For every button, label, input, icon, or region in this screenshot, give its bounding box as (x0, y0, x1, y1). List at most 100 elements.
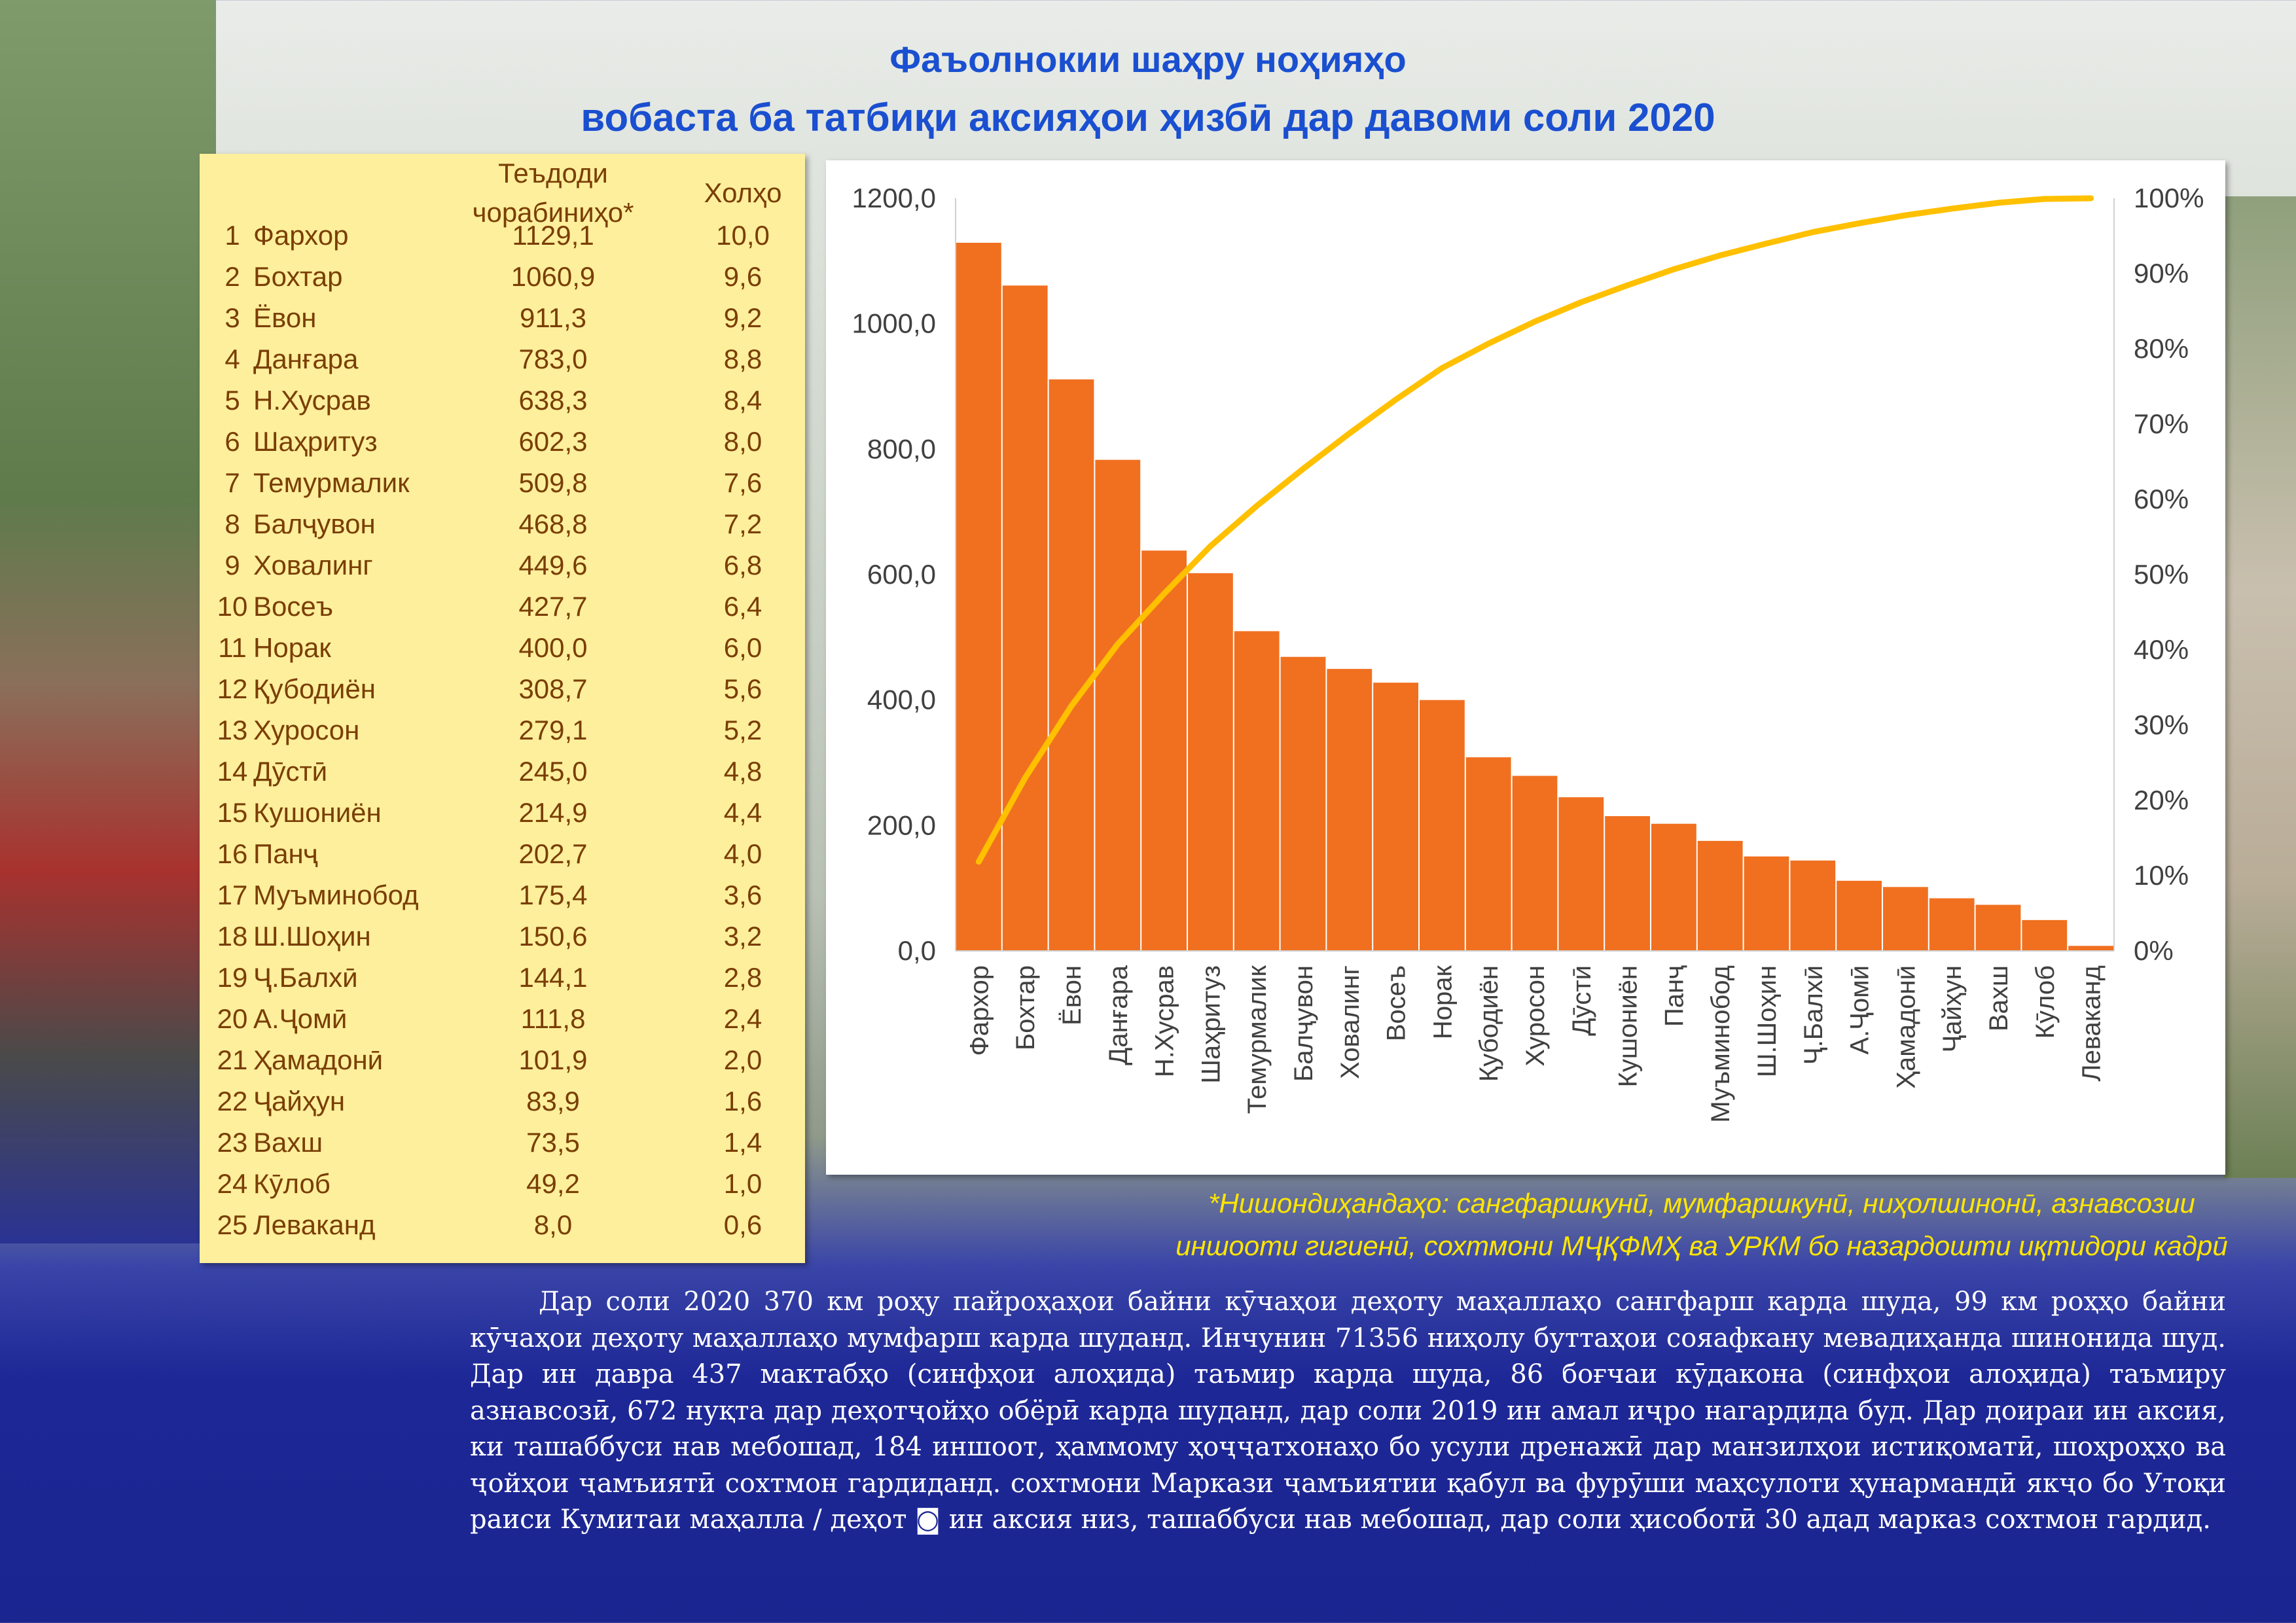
row-points: 4,4 (723, 797, 762, 828)
row-points: 6,8 (723, 550, 762, 580)
background-photo-right (2224, 196, 2296, 1178)
bar (1465, 757, 1511, 951)
table-row: 8 Балҷувон 468,8 7,2 (200, 503, 805, 544)
row-name: Кӯлоб (253, 1168, 331, 1199)
x-tick-label: А.Ҷомӣ (1846, 965, 1874, 1055)
bar (1234, 631, 1280, 951)
row-value: 1060,9 (511, 261, 596, 292)
x-tick-label: Бохтар (1011, 965, 1040, 1050)
row-name: Хуросон (253, 715, 360, 745)
row-points: 9,2 (723, 302, 762, 333)
x-tick-label: Ховалинг (1336, 965, 1365, 1079)
table-row: 7 Темурмалик 509,8 7,6 (200, 462, 805, 503)
bar (1141, 550, 1187, 951)
y-tick-label: 0,0 (898, 935, 936, 966)
row-number: 13 (217, 715, 248, 745)
row-points: 2,8 (723, 962, 762, 993)
table-row: 14 Дӯстӣ 245,0 4,8 (200, 751, 805, 792)
y2-tick-label: 60% (2134, 484, 2189, 514)
row-name: Ш.Шоҳин (253, 921, 371, 952)
row-points: 6,0 (723, 632, 762, 663)
row-value: 427,7 (518, 591, 588, 622)
row-number: 10 (217, 591, 248, 622)
table-row: 15 Кушониён 214,9 4,4 (200, 792, 805, 833)
row-name: Бохтар (253, 261, 343, 292)
x-tick-label: Қубодиён (1475, 965, 1503, 1082)
x-tick-label: Шаҳритуз (1196, 965, 1225, 1084)
bar (1744, 856, 1789, 951)
row-number: 22 (217, 1086, 248, 1116)
footnote-line-1: *Нишондиҳандаҳо: сангфаршкунӣ, мумфаршку… (1208, 1188, 2195, 1219)
row-name: Кушониён (253, 797, 382, 828)
row-name: Норак (253, 632, 331, 663)
row-name: Шаҳритуз (253, 426, 378, 457)
table-row: 12 Қубодиён 308,7 5,6 (200, 668, 805, 709)
x-tick-label: Фархор (965, 965, 994, 1056)
row-number: 14 (217, 756, 248, 787)
bar (2022, 919, 2068, 951)
y2-tick-label: 30% (2134, 709, 2189, 740)
y2-tick-label: 70% (2134, 408, 2189, 439)
row-value: 175,4 (518, 880, 588, 910)
y2-tick-label: 100% (2134, 183, 2204, 213)
row-points: 9,6 (723, 261, 762, 292)
row-name: Балҷувон (253, 508, 376, 539)
x-tick-label: Балҷувон (1289, 965, 1318, 1082)
bar (1697, 840, 1743, 951)
row-points: 1,0 (723, 1168, 762, 1199)
row-name: Қубодиён (253, 673, 376, 704)
row-name: А.Ҷомӣ (253, 1003, 348, 1034)
row-name: Н.Хусрав (253, 385, 371, 416)
row-value: 602,3 (518, 426, 588, 457)
y-tick-label: 1000,0 (852, 308, 936, 339)
bar (1929, 898, 1975, 951)
table-row: 2 Бохтар 1060,9 9,6 (200, 256, 805, 297)
row-points: 6,4 (723, 591, 762, 622)
row-number: 21 (217, 1044, 248, 1075)
data-table: Теъдоди чорабиниҳо* Холҳо 1 Фархор 1129,1 1… (200, 154, 805, 1263)
x-tick-label: Дӯстӣ (1568, 965, 1596, 1036)
row-points: 2,4 (723, 1003, 762, 1034)
bar (2068, 946, 2113, 951)
bar (1837, 880, 1882, 951)
table-row: 22 Ҷайҳун 83,9 1,6 (200, 1080, 805, 1122)
bar (1420, 700, 1465, 951)
row-number: 12 (217, 673, 248, 704)
x-tick-label: Н.Хусрав (1151, 965, 1179, 1077)
table-row: 11 Норак 400,0 6,0 (200, 627, 805, 668)
row-value: 911,3 (520, 302, 586, 333)
row-value: 8,0 (533, 1209, 573, 1240)
bar (956, 242, 1001, 952)
y-tick-label: 600,0 (867, 559, 936, 590)
row-name: Вахш (253, 1127, 323, 1158)
row-value: 73,5 (526, 1127, 580, 1158)
row-points: 5,2 (723, 715, 762, 745)
row-number: 4 (224, 344, 240, 374)
row-number: 25 (217, 1209, 248, 1240)
row-number: 15 (217, 797, 248, 828)
x-tick-label: Ҳамадонӣ (1892, 965, 1920, 1089)
y2-tick-label: 20% (2134, 785, 2189, 815)
row-value: 400,0 (518, 632, 588, 663)
bar (1002, 285, 1048, 951)
table-row: 20 А.Ҷомӣ 111,8 2,4 (200, 998, 805, 1039)
bar (1049, 379, 1094, 951)
background-photo-left (0, 0, 216, 1243)
bar (1883, 887, 1928, 951)
row-value: 308,7 (518, 673, 588, 704)
table-row: 21 Ҳамадонӣ 101,9 2,0 (200, 1039, 805, 1080)
row-number: 6 (224, 426, 240, 457)
row-points: 10,0 (716, 220, 770, 251)
row-number: 20 (217, 1003, 248, 1034)
x-tick-label: Панҷ (1660, 965, 1689, 1027)
y-tick-label: 200,0 (867, 810, 936, 840)
bar (1327, 669, 1372, 951)
row-number: 11 (218, 632, 247, 663)
table-row: 4 Данғара 783,0 8,8 (200, 338, 805, 380)
x-tick-label: Темурмалик (1243, 965, 1272, 1115)
x-tick-label: Восеъ (1382, 965, 1411, 1041)
row-name: Муъминобод (253, 880, 419, 910)
row-value: 214,9 (518, 797, 588, 828)
bar (1373, 683, 1418, 951)
bar (1280, 656, 1326, 951)
